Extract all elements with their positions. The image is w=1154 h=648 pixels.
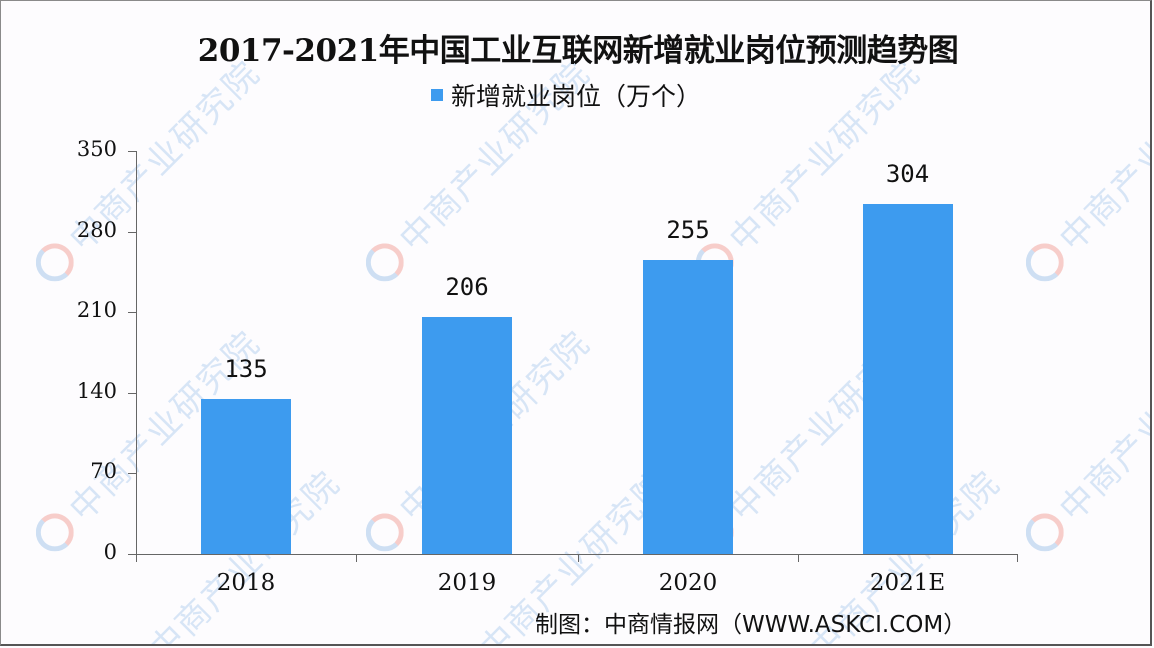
bar-value-label: 255	[666, 216, 710, 245]
chart-title: 2017-2021年中国工业互联网新增就业岗位预测趋势图	[197, 33, 959, 69]
y-tick-label: 350	[76, 137, 117, 161]
x-tick-label: 2019	[437, 570, 497, 596]
bar-value-label: 206	[445, 272, 489, 301]
y-tick	[128, 151, 136, 152]
y-tick-label: 280	[76, 217, 117, 242]
x-tick	[798, 554, 799, 562]
askci-logo-icon	[1025, 243, 1064, 282]
askci-logo-icon	[365, 243, 404, 282]
x-tick-label: 2018	[216, 570, 276, 596]
y-tick-label: 140	[76, 378, 117, 403]
x-tick	[578, 554, 579, 562]
watermark: 中商产业研究院	[1014, 47, 1150, 292]
bar-2021e	[862, 203, 953, 554]
x-tick-label: 2021E	[869, 570, 946, 596]
bar-value-label: 304	[885, 159, 930, 188]
legend-label: 新增就业岗位（万个）	[451, 82, 702, 111]
bar-2020	[643, 260, 733, 554]
legend: 新增就业岗位（万个）	[431, 77, 701, 113]
x-tick	[356, 554, 357, 562]
bar-2019	[422, 316, 512, 554]
y-tick-label: 210	[76, 298, 117, 323]
askci-logo-icon	[35, 243, 74, 282]
y-tick-label: 0	[103, 540, 117, 564]
askci-logo-icon	[365, 513, 404, 552]
askci-logo-icon	[1025, 513, 1064, 552]
y-tick-label: 70	[90, 459, 117, 484]
x-tick-label: 2020	[658, 570, 718, 596]
watermark: 中商产业研究院	[24, 47, 269, 292]
x-axis	[128, 554, 1018, 555]
x-tick	[136, 554, 137, 562]
y-tick	[128, 231, 136, 233]
bar-value-label: 135	[224, 354, 268, 383]
y-tick	[128, 312, 136, 314]
bar-2018	[201, 398, 291, 554]
y-tick	[128, 473, 136, 475]
source-credit: 制图：中商情报网（WWW.ASKCI.COM）	[535, 612, 967, 638]
legend-swatch	[431, 89, 443, 101]
watermark: 中商产业研究院	[1014, 317, 1150, 562]
x-tick	[1017, 554, 1018, 562]
y-tick	[128, 554, 136, 555]
y-axis	[136, 151, 137, 555]
y-tick	[128, 392, 136, 394]
